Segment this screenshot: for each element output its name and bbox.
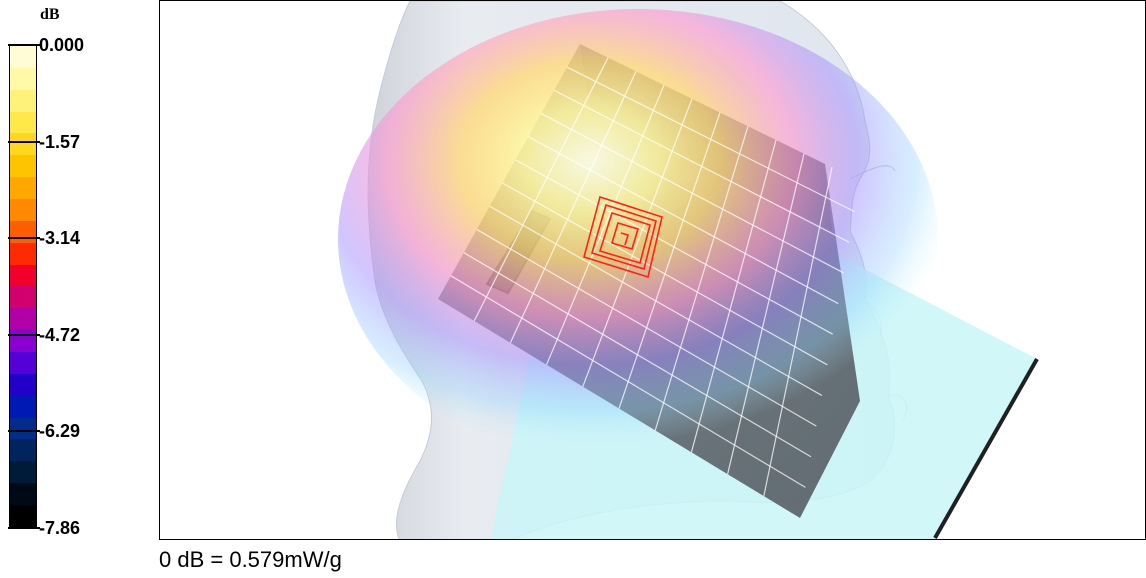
grid-line [540,113,844,274]
colorbar-tick-mark [8,141,40,143]
grid-line [546,84,665,365]
colorbar-segment [10,67,36,90]
colorbar-segment [10,220,36,243]
3d-viewport[interactable] [159,0,1146,540]
grid-line [509,71,637,344]
colorbar-segment [10,483,36,506]
grid-line [502,182,828,366]
sar-scene [338,1,1039,539]
colorbar-segment [10,439,36,462]
grid-line [553,89,850,243]
colorbar-tick-mark [8,334,40,336]
colorbar-segment [10,242,36,265]
colorbar-segment [10,264,36,287]
measurement-grid [450,57,855,497]
peak-contours [583,195,663,279]
grid-line [515,159,834,335]
grid-line [463,252,812,458]
colorbar-segment [10,461,36,484]
grid-line [476,228,817,427]
grid-line [582,98,693,387]
colorbar-tick-label: -6.29 [39,421,81,441]
grid-line [654,126,749,431]
colorbar-tick-label: -7.86 [39,518,81,538]
colorbar-segment [10,89,36,112]
colorbar-segment [10,177,36,200]
colorbar [9,45,37,528]
colorbar-segment [10,352,36,374]
colorbar-tick-label: -3.14 [39,228,81,248]
colorbar-segment [10,395,36,418]
colorbar-tick-label: 0.000 [39,35,85,55]
grid-line [566,66,855,213]
colorbar-segment [10,286,36,309]
colorbar-segment [10,505,36,527]
grid-line [618,112,721,409]
grid-line [489,205,823,396]
colorbar-segment [10,46,36,68]
colorbar-segment [10,417,36,440]
colorbar-tick-label: -1.57 [39,132,81,152]
grid-line [450,275,806,488]
colorbar-tick-label: -4.72 [39,325,81,345]
colorbar-tick-mark [8,44,40,46]
colorbar-tick-mark [8,237,40,239]
grid-line [528,136,839,305]
colorbar-segment [10,111,36,134]
colorbar-segment [10,373,36,396]
colorbar-segment [10,155,36,178]
sar-hotspot [338,9,938,469]
colorbar-segment [10,308,36,331]
grid-line [473,57,609,322]
plane-edge [933,358,1039,539]
grid-line [690,139,777,453]
legend-unit-label: dB [40,6,60,23]
grid-line [727,153,805,475]
colorbar-segment [10,133,36,156]
grid-line [763,167,833,497]
colorbar-segment [10,199,36,221]
colorbar-tick-mark [8,430,40,432]
colorbar-tick-mark [8,527,40,529]
reference-level-note: 0 dB = 0.579mW/g [159,547,342,572]
